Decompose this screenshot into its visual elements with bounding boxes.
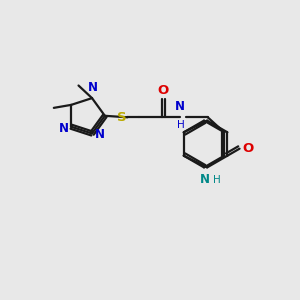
Text: O: O [243,142,254,155]
Text: N: N [88,81,98,94]
Text: H: H [177,120,185,130]
Text: O: O [158,84,169,97]
Text: N: N [59,122,69,135]
Text: N: N [175,100,185,113]
Text: H: H [212,175,220,185]
Text: N: N [200,173,210,186]
Text: S: S [118,111,127,124]
Text: N: N [94,128,104,142]
